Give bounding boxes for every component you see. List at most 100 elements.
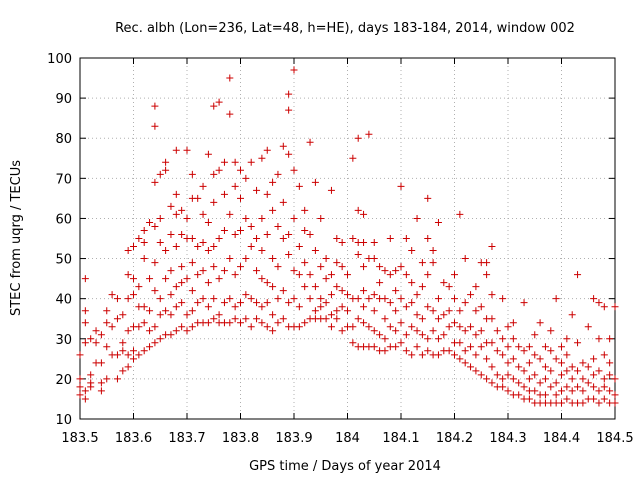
data-point xyxy=(360,319,368,327)
data-point xyxy=(499,335,507,343)
data-point xyxy=(408,299,416,307)
data-point xyxy=(285,299,293,307)
data-point xyxy=(445,347,453,355)
data-point xyxy=(146,307,154,315)
data-point xyxy=(322,299,330,307)
data-point xyxy=(210,315,218,323)
data-point xyxy=(424,335,432,343)
data-point xyxy=(172,190,180,198)
data-point xyxy=(76,383,84,391)
data-point xyxy=(354,134,362,142)
data-point xyxy=(552,355,560,363)
data-point xyxy=(365,323,373,331)
data-point xyxy=(370,343,378,351)
data-point xyxy=(301,259,309,267)
data-point xyxy=(568,387,576,395)
data-point xyxy=(360,303,368,311)
data-point xyxy=(263,190,271,198)
data-point xyxy=(269,206,277,214)
data-point xyxy=(247,295,255,303)
data-point xyxy=(579,399,587,407)
data-point xyxy=(365,295,373,303)
data-point xyxy=(590,295,598,303)
data-point xyxy=(269,283,277,291)
data-point xyxy=(360,287,368,295)
data-point xyxy=(124,327,132,335)
data-point xyxy=(258,154,266,162)
data-point xyxy=(135,351,143,359)
data-point xyxy=(397,319,405,327)
data-point xyxy=(199,295,207,303)
data-point xyxy=(172,303,180,311)
data-point xyxy=(338,263,346,271)
data-point xyxy=(440,331,448,339)
data-point xyxy=(600,375,608,383)
data-point xyxy=(327,271,335,279)
data-point xyxy=(429,247,437,255)
data-point xyxy=(472,331,480,339)
data-point xyxy=(370,239,378,247)
data-point xyxy=(290,66,298,74)
data-point xyxy=(231,271,239,279)
data-point xyxy=(338,287,346,295)
data-point xyxy=(413,291,421,299)
data-point xyxy=(295,303,303,311)
data-point xyxy=(531,351,539,359)
data-point xyxy=(220,299,228,307)
y-tick-label: 70 xyxy=(55,172,72,187)
data-point xyxy=(97,387,105,395)
data-point xyxy=(606,371,614,379)
data-point xyxy=(418,351,426,359)
data-point xyxy=(226,74,234,82)
data-point xyxy=(119,367,127,375)
data-point xyxy=(477,371,485,379)
data-point xyxy=(451,351,458,359)
data-point xyxy=(124,271,132,279)
data-point xyxy=(237,194,244,202)
data-point xyxy=(397,295,405,303)
data-point xyxy=(429,307,437,315)
data-point xyxy=(210,263,218,271)
data-point xyxy=(81,395,89,403)
data-point xyxy=(242,214,250,222)
data-point xyxy=(327,291,335,299)
data-point xyxy=(295,243,303,251)
data-point xyxy=(504,343,512,351)
data-point xyxy=(574,339,582,347)
data-point xyxy=(547,327,555,335)
data-point xyxy=(467,291,475,299)
data-point xyxy=(199,239,207,247)
data-point xyxy=(226,295,234,303)
data-point xyxy=(199,182,207,190)
data-point xyxy=(611,399,619,407)
data-point xyxy=(354,315,362,323)
data-point xyxy=(477,343,485,351)
data-point xyxy=(220,158,228,166)
data-point xyxy=(568,375,576,383)
data-point xyxy=(600,303,608,311)
data-point xyxy=(295,271,303,279)
data-point xyxy=(188,170,196,178)
data-point xyxy=(167,267,175,275)
data-point xyxy=(247,222,255,230)
data-point xyxy=(103,319,111,327)
data-point xyxy=(253,235,261,242)
data-point xyxy=(188,307,196,315)
data-point xyxy=(306,295,314,303)
data-point xyxy=(226,110,234,118)
data-point xyxy=(199,267,207,275)
data-point xyxy=(434,295,442,303)
data-point xyxy=(574,383,582,391)
data-point xyxy=(269,327,277,335)
data-point xyxy=(231,303,239,311)
data-point xyxy=(81,387,89,395)
data-point xyxy=(322,255,330,263)
data-point xyxy=(172,146,180,154)
data-point xyxy=(595,299,603,307)
x-tick-label: 184 xyxy=(335,431,360,446)
data-point xyxy=(322,315,330,323)
data-point xyxy=(285,90,293,98)
data-point xyxy=(600,383,608,391)
data-point xyxy=(381,267,389,275)
data-point xyxy=(461,359,469,367)
